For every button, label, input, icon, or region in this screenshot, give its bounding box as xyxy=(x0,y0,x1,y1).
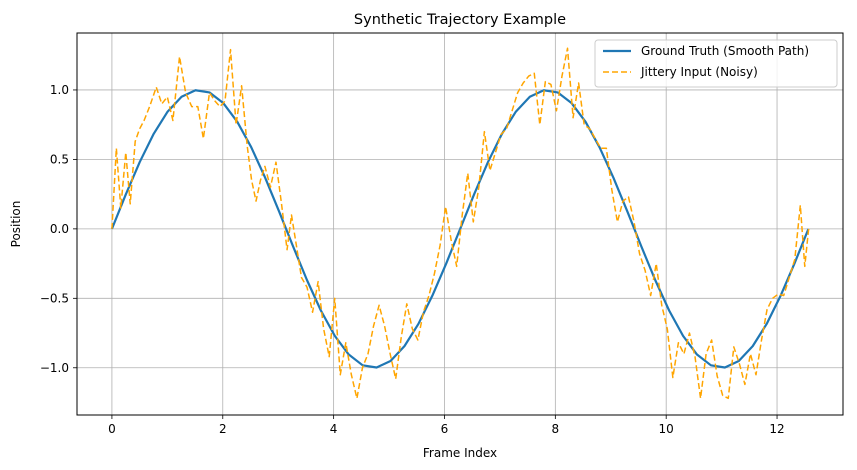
x-tick-label: 0 xyxy=(108,422,116,436)
legend-label-jittery-input: Jittery Input (Noisy) xyxy=(640,65,758,79)
plot-frame xyxy=(76,32,844,416)
chart-title: Synthetic Trajectory Example xyxy=(354,12,566,28)
jittery-input-line xyxy=(111,47,810,400)
x-tick-label: 2 xyxy=(219,422,227,436)
y-tick-label: 1.0 xyxy=(50,83,69,97)
ticks: 0 2 4 6 8 10 12 −1.0 −0.5 0.0 0.5 1.0 xyxy=(40,83,785,436)
y-tick-label: −1.0 xyxy=(40,361,69,375)
legend: Ground Truth (Smooth Path) Jittery Input… xyxy=(594,39,838,88)
x-axis-label: Frame Index xyxy=(423,446,497,460)
x-tick-label: 8 xyxy=(552,422,560,436)
y-tick-label: 0.5 xyxy=(50,152,69,166)
y-tick-label: −0.5 xyxy=(40,291,69,305)
x-tick-label: 6 xyxy=(441,422,449,436)
legend-box xyxy=(594,39,838,88)
x-tick-label: 4 xyxy=(330,422,338,436)
x-tick-label: 12 xyxy=(769,422,784,436)
series-layer xyxy=(110,47,810,400)
legend-label-ground-truth: Ground Truth (Smooth Path) xyxy=(641,44,809,58)
x-tick-label: 10 xyxy=(659,422,674,436)
y-tick-label: 0.0 xyxy=(50,222,69,236)
y-axis-label: Position xyxy=(9,201,23,248)
